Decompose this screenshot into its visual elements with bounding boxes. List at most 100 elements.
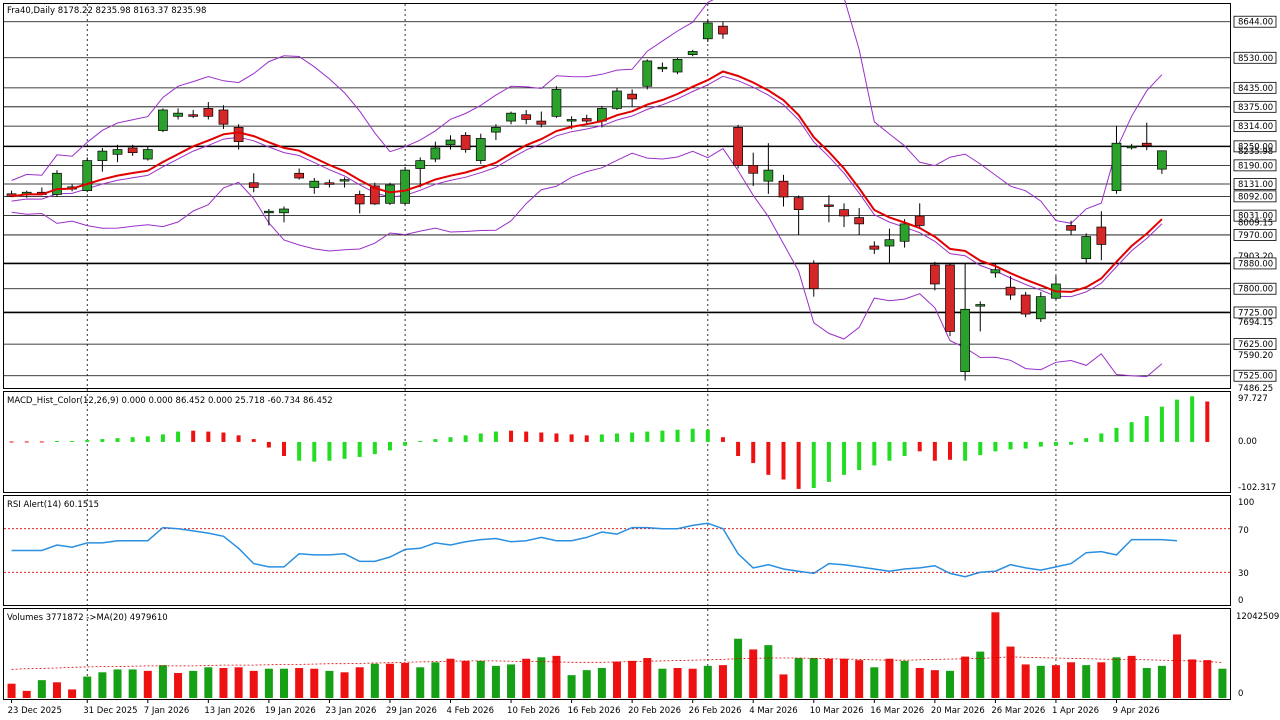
candle-up[interactable] [960, 308, 970, 372]
macd-hist-bar [645, 431, 650, 442]
candle-up[interactable] [445, 139, 456, 146]
candle-down[interactable] [1096, 226, 1107, 245]
candle-up[interactable] [687, 51, 698, 55]
macd-hist-bar [1114, 427, 1119, 442]
candle-down[interactable] [248, 182, 259, 188]
time-axis-label: 7 Jan 2026 [144, 706, 190, 716]
candle-down[interactable] [127, 147, 138, 154]
candle-up[interactable] [612, 90, 622, 109]
candle-down[interactable] [1020, 294, 1031, 315]
candle-up[interactable] [1035, 296, 1046, 320]
volume-pane[interactable] [3, 608, 1231, 700]
macd-hist-bar [160, 434, 165, 442]
candle-down[interactable] [945, 264, 955, 332]
volume-bar [385, 663, 394, 698]
candle-up[interactable] [82, 160, 93, 192]
candle-up[interactable] [142, 149, 153, 160]
candle-down[interactable] [294, 172, 304, 179]
candle-down[interactable] [824, 204, 834, 207]
candle-down[interactable] [536, 120, 547, 125]
candle-down[interactable] [808, 263, 819, 290]
candle-up[interactable] [642, 60, 653, 87]
candle-down[interactable] [914, 215, 925, 226]
candle-down[interactable] [930, 264, 940, 285]
candle-up[interactable] [990, 269, 1001, 274]
candle-down[interactable] [778, 180, 789, 198]
candle-up[interactable] [566, 119, 577, 122]
candle-up[interactable] [309, 180, 320, 188]
candle-up[interactable] [430, 147, 441, 160]
candle-up[interactable] [506, 112, 516, 122]
volume-bar [416, 667, 425, 698]
volume-bar [158, 665, 167, 698]
candle-up[interactable] [551, 89, 562, 117]
candle-down[interactable] [188, 114, 199, 117]
volume-bar [779, 674, 788, 698]
candle-up[interactable] [1126, 146, 1137, 149]
macd-hist-bar [963, 441, 968, 461]
candle-up[interactable] [279, 208, 289, 214]
rsi-title: RSI Alert(14) 60.1515 [7, 500, 99, 510]
candle-up[interactable] [763, 169, 774, 182]
candle-up[interactable] [52, 172, 62, 195]
volume-bar [174, 673, 183, 698]
volume-bar [900, 660, 909, 698]
rsi-pane[interactable] [3, 495, 1231, 606]
volume-bar [98, 672, 107, 698]
candle-up[interactable] [884, 239, 895, 247]
candle-down[interactable] [839, 209, 849, 217]
volume-bar [643, 658, 652, 698]
candle-down[interactable] [793, 197, 804, 210]
candle-up[interactable] [1081, 236, 1092, 260]
candle-up[interactable] [1111, 142, 1122, 192]
candle-down[interactable] [354, 194, 365, 205]
candle-up[interactable] [415, 160, 426, 169]
candle-up[interactable] [657, 66, 668, 70]
candle-up[interactable] [158, 109, 168, 131]
candle-down[interactable] [324, 182, 335, 185]
volume-bar [658, 668, 667, 698]
candle-down[interactable] [748, 165, 759, 174]
candle-down[interactable] [369, 185, 380, 205]
candle-up[interactable] [264, 210, 274, 214]
candle-up[interactable] [339, 179, 350, 182]
price-axis-label: 8235.98 [1238, 147, 1273, 157]
candle-down[interactable] [854, 217, 865, 225]
price-pane[interactable] [3, 3, 1231, 389]
price-tag-box [1233, 229, 1277, 241]
candle-down[interactable] [581, 118, 592, 122]
candle-down[interactable] [627, 93, 637, 100]
candle-up[interactable] [672, 59, 683, 73]
candle-up[interactable] [475, 138, 486, 161]
candle-up[interactable] [97, 150, 108, 161]
candle-down[interactable] [460, 134, 471, 150]
candle-down[interactable] [733, 127, 743, 166]
volume-bar [355, 667, 364, 698]
candle-down[interactable] [1005, 286, 1016, 296]
candle-up[interactable] [1157, 150, 1167, 170]
macd-hist-bar [524, 431, 529, 442]
candle-down[interactable] [233, 127, 244, 142]
candle-up[interactable] [975, 304, 986, 307]
candle-down[interactable] [521, 114, 532, 120]
volume-bar [280, 668, 289, 698]
candle-down[interactable] [1066, 225, 1076, 231]
macd-pane[interactable] [3, 391, 1231, 493]
candle-up[interactable] [400, 169, 410, 204]
candle-up[interactable] [702, 22, 713, 40]
macd-hist-bar [720, 437, 725, 442]
candle-up[interactable] [112, 149, 123, 155]
candle-down[interactable] [718, 25, 728, 35]
price-tag-box [1233, 369, 1277, 382]
candle-up[interactable] [899, 223, 910, 242]
candle-down[interactable] [869, 245, 880, 250]
candle-up[interactable] [385, 184, 395, 204]
volume-bar [522, 658, 531, 698]
candle-down[interactable] [218, 109, 229, 125]
candle-down[interactable] [203, 108, 214, 117]
candle-up[interactable] [173, 112, 183, 117]
candle-up[interactable] [491, 127, 501, 133]
macd-hist-bar [826, 441, 831, 482]
candle-down[interactable] [1141, 142, 1152, 147]
